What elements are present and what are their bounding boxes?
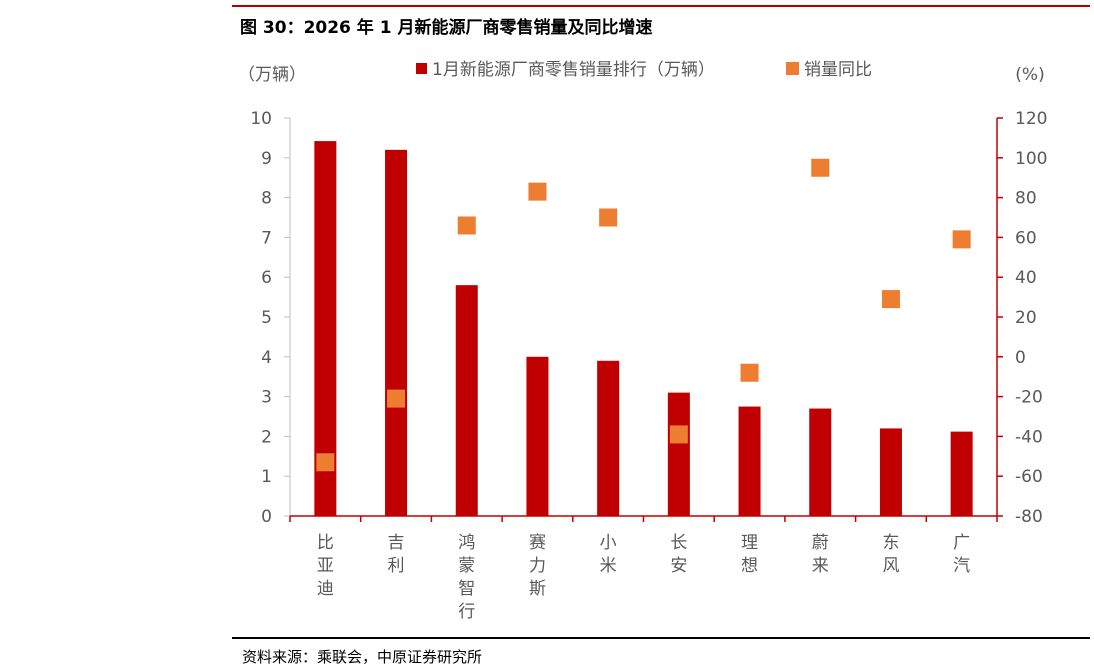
category-label: 长安 bbox=[670, 533, 687, 576]
marker-point bbox=[599, 208, 618, 227]
top-rule bbox=[232, 5, 1090, 7]
category-label: 比亚迪 bbox=[317, 533, 334, 599]
bar bbox=[879, 428, 902, 516]
y-axis-label: （万辆） bbox=[238, 65, 306, 85]
bar bbox=[385, 149, 408, 516]
figure-title: 图 30：2026 年 1 月新能源厂商零售销量及同比增速 bbox=[240, 18, 653, 38]
marker-point bbox=[316, 453, 335, 472]
right-tick-label: 60 bbox=[1015, 228, 1037, 248]
marker-point bbox=[881, 290, 900, 309]
left-axis: 0 1 2 3 4 5 6 7 8 9 10 bbox=[250, 109, 291, 527]
bar bbox=[526, 356, 549, 516]
marker-point bbox=[952, 230, 971, 249]
legend-marker-swatch bbox=[786, 62, 799, 75]
category-label: 理想 bbox=[741, 533, 758, 576]
category-label: 广汽 bbox=[953, 533, 970, 576]
marker-point bbox=[387, 389, 406, 408]
left-tick-label: 5 bbox=[261, 308, 272, 328]
bottom-rule bbox=[232, 637, 1090, 639]
right-tick-label: 0 bbox=[1015, 348, 1026, 368]
bar bbox=[314, 141, 337, 517]
bar bbox=[950, 431, 973, 516]
marker-series bbox=[316, 158, 971, 472]
source-note: 资料来源：乘联会，中原证券研究所 bbox=[242, 648, 483, 666]
left-tick-label: 1 bbox=[261, 467, 272, 487]
marker-point bbox=[457, 216, 476, 235]
legend-marker-label: 销量同比 bbox=[804, 60, 872, 80]
right-tick-label: -60 bbox=[1015, 467, 1043, 487]
left-tick-label: 8 bbox=[261, 189, 272, 209]
bar bbox=[455, 285, 478, 516]
marker-point bbox=[669, 425, 688, 444]
marker-point bbox=[740, 363, 759, 382]
right-tick-label: -80 bbox=[1015, 507, 1043, 527]
left-tick-label: 7 bbox=[261, 228, 272, 248]
marker-point bbox=[811, 158, 830, 177]
right-tick-label: -40 bbox=[1015, 427, 1043, 447]
right-tick-label: 120 bbox=[1015, 109, 1047, 129]
left-tick-label: 6 bbox=[261, 268, 272, 288]
right-tick-label: 40 bbox=[1015, 268, 1037, 288]
legend-bar-label: 1月新能源厂商零售销量排行（万辆） bbox=[432, 60, 715, 80]
left-tick-label: 9 bbox=[261, 149, 272, 169]
right-axis: -80 -60 -40 -20 0 20 40 60 80 100 120 bbox=[996, 109, 1047, 527]
x-axis: 比亚迪 吉利 鸿蒙智行 赛力斯 小米 长安 理想 蔚来 东风 广汽 bbox=[289, 515, 998, 622]
bar-series bbox=[314, 141, 973, 517]
category-label: 吉利 bbox=[388, 533, 405, 576]
category-label: 小米 bbox=[600, 533, 617, 576]
right-tick-label: -20 bbox=[1015, 388, 1043, 408]
marker-point bbox=[528, 182, 547, 201]
bar bbox=[667, 392, 690, 516]
left-tick-label: 3 bbox=[261, 388, 272, 408]
right-tick-label: 100 bbox=[1015, 149, 1047, 169]
left-tick-label: 0 bbox=[261, 507, 272, 527]
legend: 1月新能源厂商零售销量排行（万辆） 销量同比 bbox=[416, 60, 872, 80]
category-label: 东风 bbox=[882, 533, 899, 576]
bar bbox=[738, 406, 761, 516]
left-tick-label: 10 bbox=[250, 109, 272, 129]
category-label: 蔚来 bbox=[812, 533, 829, 576]
legend-bar-swatch bbox=[416, 63, 427, 74]
left-tick-label: 4 bbox=[261, 348, 272, 368]
bar bbox=[809, 408, 832, 516]
category-label: 赛力斯 bbox=[529, 532, 546, 599]
left-tick-label: 2 bbox=[261, 427, 272, 447]
bar bbox=[597, 360, 620, 516]
category-label: 鸿蒙智行 bbox=[458, 533, 475, 622]
right-tick-label: 20 bbox=[1015, 308, 1037, 328]
right-tick-label: 80 bbox=[1015, 189, 1037, 209]
y2-axis-label: (%) bbox=[1015, 65, 1044, 85]
